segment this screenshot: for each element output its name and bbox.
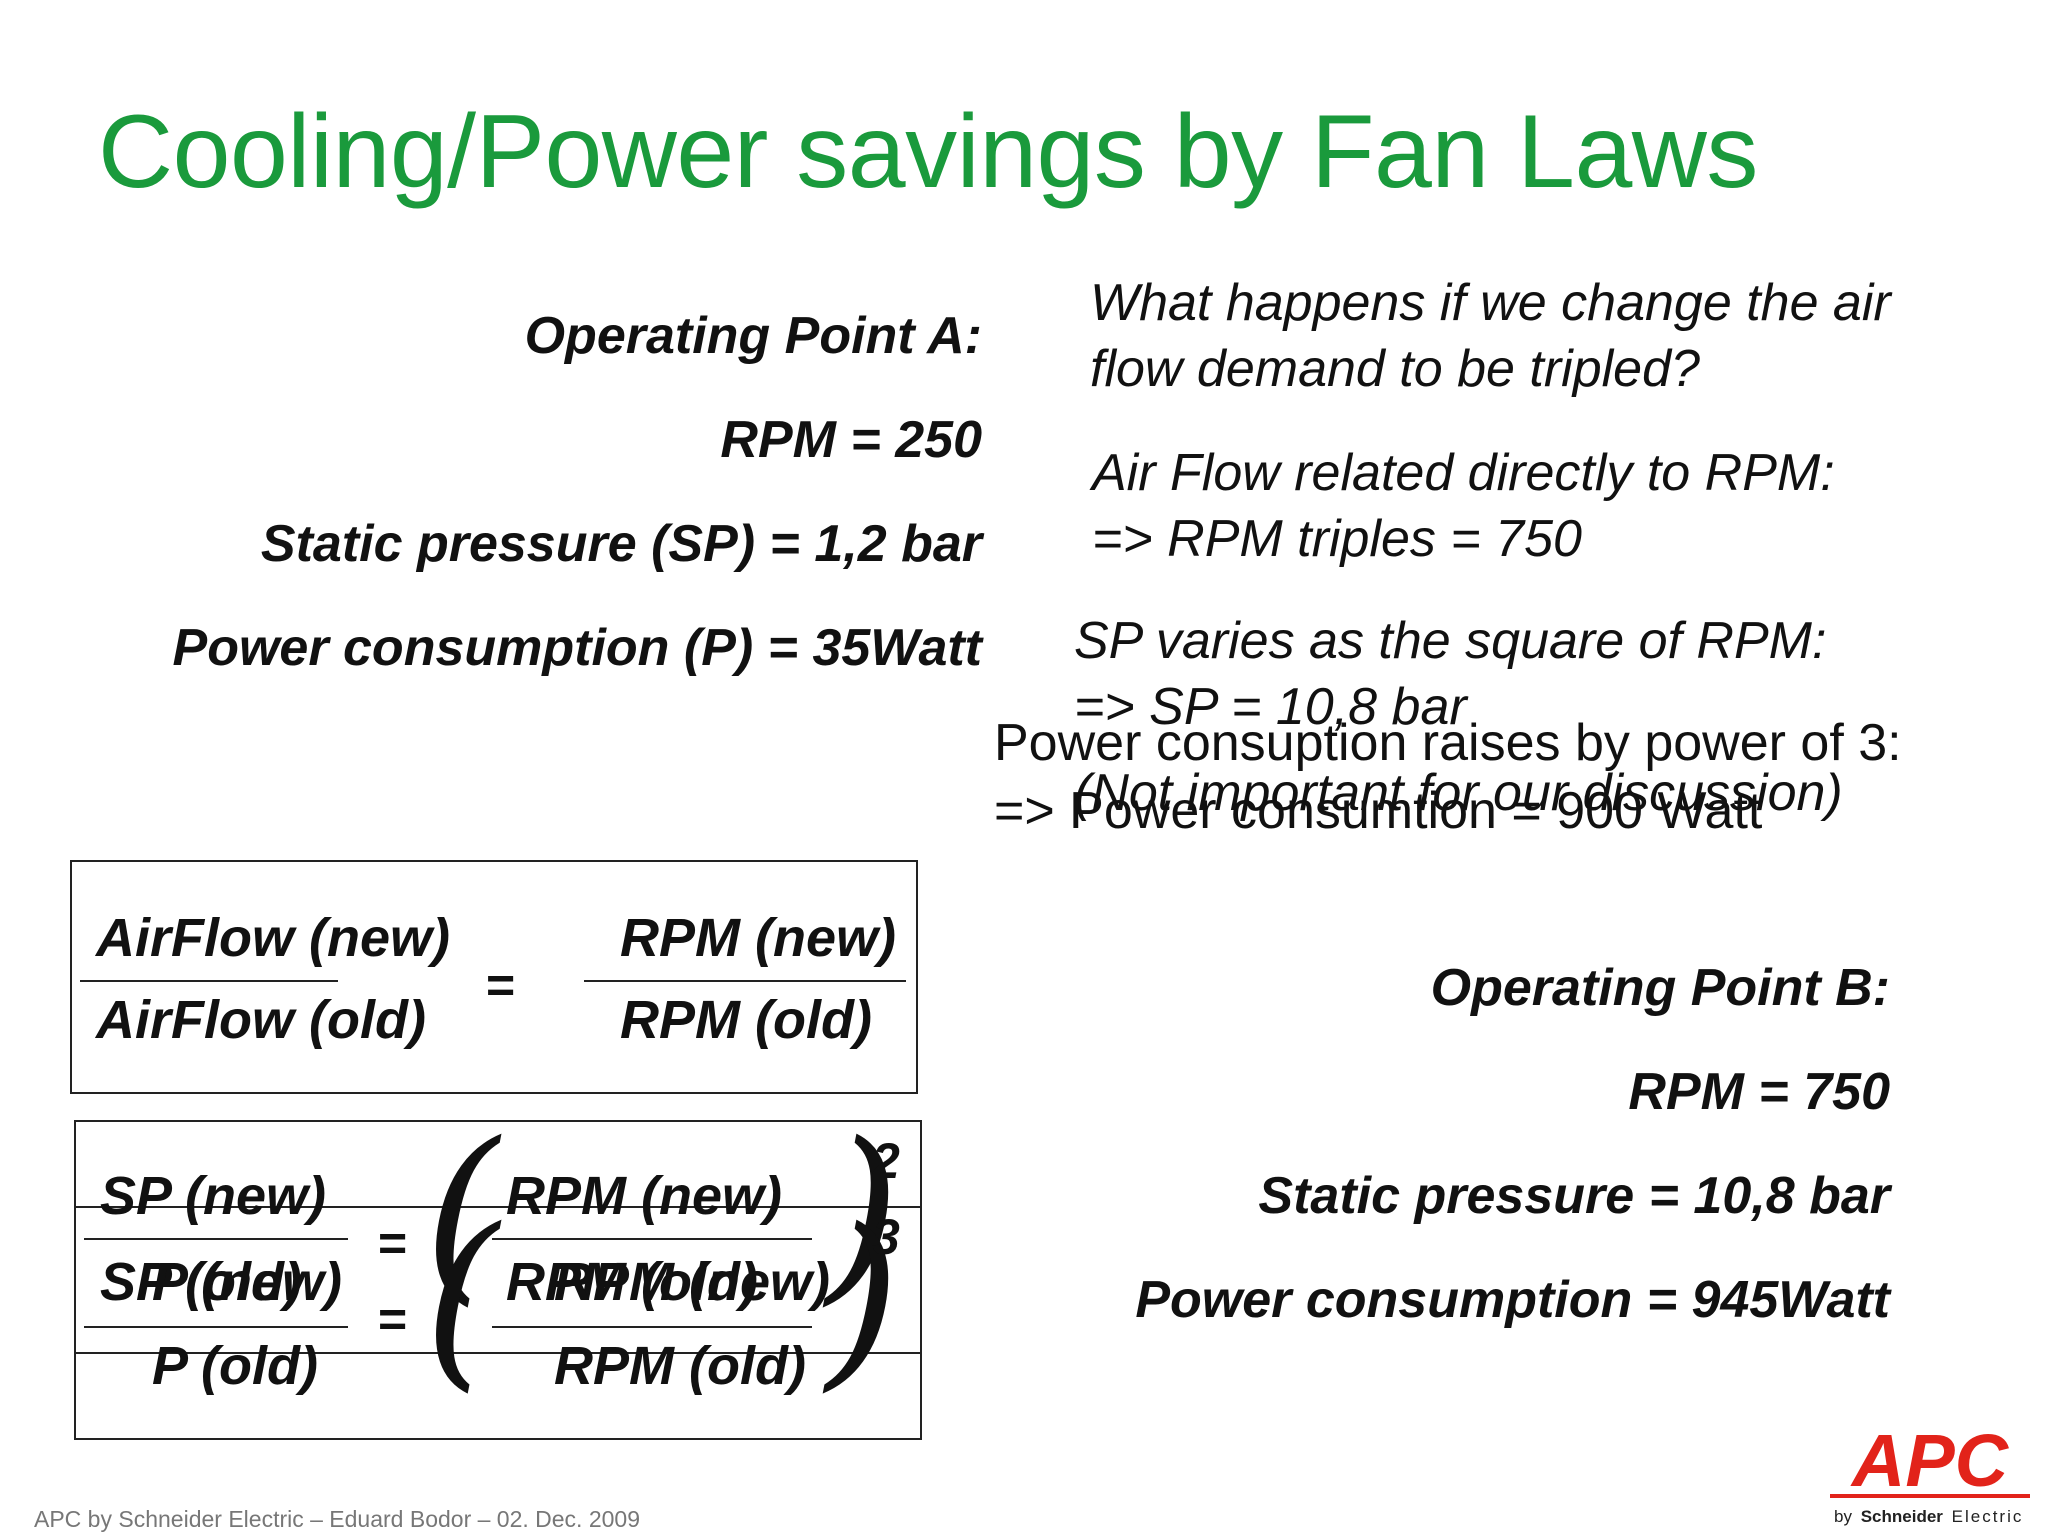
sp-law-rhs-denominator: RPM (old) <box>506 1252 758 1312</box>
power-law-rhs-numerator: RPM (new) <box>554 1252 830 1312</box>
sp-law-lhs-fraction-bar <box>84 1238 348 1240</box>
sp-law-equals: = <box>378 1215 408 1271</box>
box-divider-bottom <box>76 1352 920 1354</box>
power-law-lhs-denominator: P (old) <box>152 1336 318 1396</box>
power-note-line-2: => Power consumtion = 900 Watt <box>994 782 1763 840</box>
airflow-law-equals: = <box>486 957 516 1013</box>
sp-note-line-1: SP varies as the square of RPM: <box>1074 612 1827 670</box>
sp-law-close-paren: ) <box>826 1102 901 1323</box>
sp-law-rhs-fraction-bar <box>492 1238 812 1240</box>
power-law-exponent: 3 <box>872 1209 900 1265</box>
airflow-law-lhs-fraction-bar <box>80 980 338 982</box>
operating-point-a-heading: Operating Point A: <box>524 307 982 365</box>
sp-law-open-paren: ( <box>424 1102 499 1323</box>
operating-point-b-rpm: RPM = 750 <box>1628 1063 1890 1121</box>
airflow-law-box: AirFlow (new) AirFlow (old) = RPM (new) … <box>70 860 918 1094</box>
sp-power-law-box: SP (new) SP (old) = ( RPM (new) RPM (old… <box>74 1102 922 1440</box>
apc-logo-tagline-by: by <box>1834 1507 1852 1526</box>
power-law-close-paren: ) <box>826 1188 901 1409</box>
power-law-lhs-fraction-bar <box>84 1326 348 1328</box>
airflow-note-line-2: => RPM triples = 750 <box>1092 510 1582 568</box>
apc-logo-tagline-company: Schneider <box>1861 1507 1944 1526</box>
operating-point-b-heading: Operating Point B: <box>1430 959 1890 1017</box>
question-line-1: What happens if we change the air <box>1090 274 1891 332</box>
power-law-rhs-denominator: RPM (old) <box>554 1336 806 1396</box>
sp-law-rhs-numerator: RPM (new) <box>506 1166 782 1226</box>
operating-point-b-power: Power consumption = 945Watt <box>1135 1271 1890 1329</box>
airflow-law-lhs-denominator: AirFlow (old) <box>96 990 426 1050</box>
power-law-equals: = <box>378 1291 408 1347</box>
power-law-rhs-fraction-bar <box>492 1326 812 1328</box>
operating-point-b-static-pressure: Static pressure = 10,8 bar <box>1258 1167 1890 1225</box>
power-law-open-paren: ( <box>424 1188 499 1409</box>
apc-logo-graphic: APC by Schneider Electric <box>1830 1419 2030 1526</box>
airflow-law-rhs-fraction-bar <box>584 980 906 982</box>
airflow-note-line-1: Air Flow related directly to RPM: <box>1092 444 1835 502</box>
page-title: Cooling/Power savings by Fan Laws <box>98 94 1758 210</box>
sp-law-exponent: 2 <box>872 1133 900 1189</box>
operating-point-a-rpm: RPM = 250 <box>720 411 982 469</box>
power-law-lhs-numerator: P (new) <box>152 1252 343 1312</box>
airflow-law-rhs-numerator: RPM (new) <box>620 908 896 968</box>
sp-law-lhs-denominator: SP (old) <box>100 1252 302 1312</box>
box-divider-top <box>76 1206 920 1208</box>
airflow-law-lhs-numerator: AirFlow (new) <box>96 908 450 968</box>
sp-note-line-2: => SP = 10,8 bar <box>1074 678 1467 736</box>
apc-logo-tagline-suffix: Electric <box>1952 1507 2024 1526</box>
apc-logo-underline <box>1830 1494 2030 1498</box>
apc-logo-tagline: by Schneider Electric <box>1834 1507 2023 1526</box>
power-note-line-1: Power consuption raises by power of 3: <box>994 714 1902 772</box>
operating-point-a-power: Power consumption (P) = 35Watt <box>172 619 982 677</box>
question-line-2: flow demand to be tripled? <box>1090 340 1700 398</box>
footer-text: APC by Schneider Electric – Eduard Bodor… <box>34 1506 641 1532</box>
airflow-law-rhs-denominator: RPM (old) <box>620 990 872 1050</box>
apc-logo-brand: APC <box>1850 1419 2010 1502</box>
operating-point-a-static-pressure: Static pressure (SP) = 1,2 bar <box>260 515 982 573</box>
sp-note-line-3: (Not important for our discussion) <box>1074 764 1843 822</box>
sp-law-lhs-numerator: SP (new) <box>100 1166 327 1226</box>
apc-logo: APC by Schneider Electric <box>1830 1418 2030 1526</box>
